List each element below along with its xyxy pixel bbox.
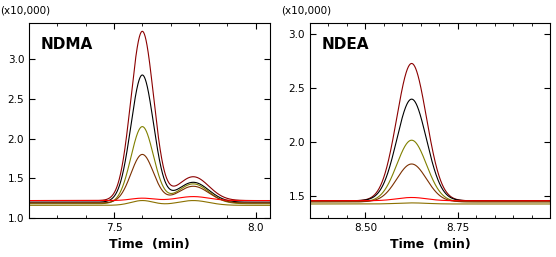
Text: NDEA: NDEA [322, 37, 369, 52]
Text: (x10,000): (x10,000) [281, 6, 331, 16]
Text: (x10,000): (x10,000) [0, 6, 50, 16]
X-axis label: Time  (min): Time (min) [390, 238, 470, 251]
X-axis label: Time  (min): Time (min) [109, 238, 190, 251]
Text: NDMA: NDMA [41, 37, 93, 52]
